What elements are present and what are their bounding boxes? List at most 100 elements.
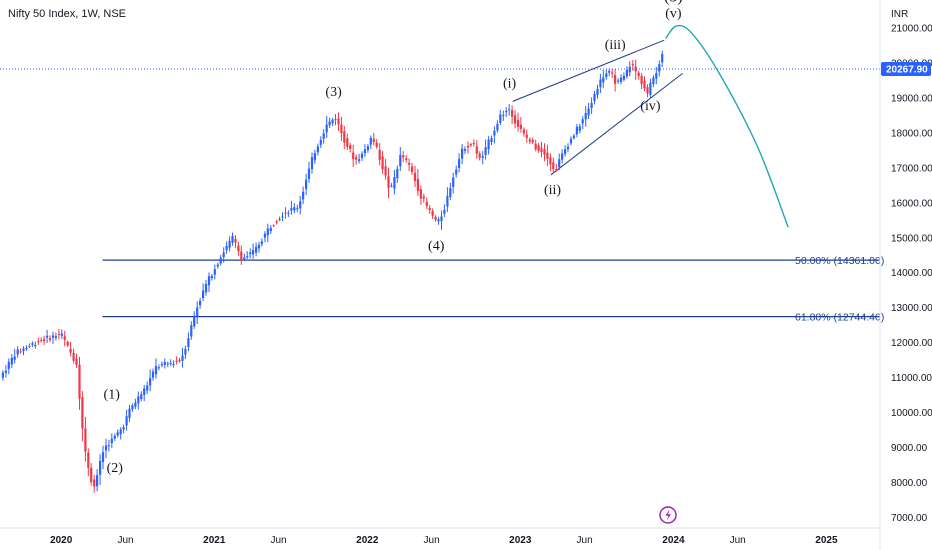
candle-body [22,348,25,352]
candle-body [187,338,190,347]
candle-body [593,94,596,102]
candle-body [372,138,375,142]
candle-body [113,435,116,439]
candle-body [502,114,505,116]
candle-body [325,124,328,133]
candle-body [496,123,499,131]
candle-body [290,208,293,211]
candle-body [564,149,567,154]
price-tick-label: 10000.00 [891,408,932,419]
time-tick-label: 2024 [662,535,685,546]
time-tick-label: 2021 [203,535,226,546]
candle-body [93,479,96,487]
candle-body [278,219,281,220]
candle-body [584,113,587,120]
candle-body [413,172,417,181]
candle-body [622,76,625,80]
candle-body [243,257,246,260]
candle-body [134,402,137,407]
candle-body [237,245,240,252]
candle-body [157,367,160,369]
candle-body [87,452,90,468]
candle-body [381,156,384,170]
candle-body [343,131,346,143]
candle-body [328,121,331,126]
candle-body [10,357,13,365]
price-axis[interactable]: 21000.0020000.0019000.0018000.0017000.00… [891,24,932,525]
candle-body [178,360,181,362]
candle-body [349,145,352,149]
candle-body [210,276,213,279]
currency-label[interactable]: INR [891,9,908,20]
candle-body [384,166,387,176]
candle-body [655,73,658,79]
current-price-badge [881,62,931,76]
candle-body [499,114,502,123]
candle-body [4,370,7,373]
bolt-icon-button[interactable] [659,506,677,524]
candle-body [275,221,278,223]
candle-body [531,139,534,143]
candle-body [528,139,531,142]
candle-body [472,143,475,144]
wave-label: (i) [503,76,517,91]
channel-trendline [550,73,683,176]
candle-body [590,102,593,108]
candle-body [60,333,63,336]
candle-body [578,126,581,131]
bolt-icon [665,509,671,521]
price-tick-label: 13000.00 [891,303,932,314]
candle-body [281,216,284,218]
wave-label: (iv) [640,99,661,114]
candle-body [440,216,443,222]
candle-body [299,201,302,209]
candle-body [66,342,69,346]
candle-body [455,169,458,175]
candle-body [402,155,405,158]
candle-body [322,133,325,139]
candle-body [416,179,419,191]
candle-body [625,70,628,77]
candle-body [646,87,649,94]
candle-body [399,154,402,167]
candle-body [31,343,34,345]
candle-body [48,338,52,340]
channel-trendline [512,39,665,102]
candle-body [419,189,422,199]
wave-label: (v) [665,7,682,22]
candle-body [287,212,290,214]
price-tick-label: 15000.00 [891,233,932,244]
candle-body [37,341,40,343]
candle-body [505,110,508,112]
candle-body [355,157,358,160]
candle-body [104,445,108,451]
candle-body [449,188,452,198]
candle-body [137,396,140,404]
candle-body [40,339,43,341]
candle-body [149,378,152,386]
candle-body [13,356,16,360]
candle-body [252,250,255,255]
candle-body [69,348,72,353]
candle-body [172,364,175,366]
candle-body [643,80,646,89]
wave-label: (4) [428,239,445,254]
candle-body [96,475,99,487]
candle-body [219,257,222,264]
time-tick-label: Jun [424,535,440,546]
candle-body [160,364,163,366]
candle-body [51,335,55,338]
candle-body [7,361,10,369]
price-tick-label: 11000.00 [891,373,932,384]
wave-label: (iii) [605,38,626,53]
trendlines [512,39,683,176]
candle-body [490,138,493,142]
candle-body [34,345,37,346]
candle-body [378,149,381,160]
candle-body [587,108,590,116]
candle-body [340,124,343,134]
time-axis[interactable]: 2020 Jun 2021 Jun 2022 Jun 2023 Jun 2024 Jun 2025 [50,535,838,546]
candle-body [272,225,275,227]
